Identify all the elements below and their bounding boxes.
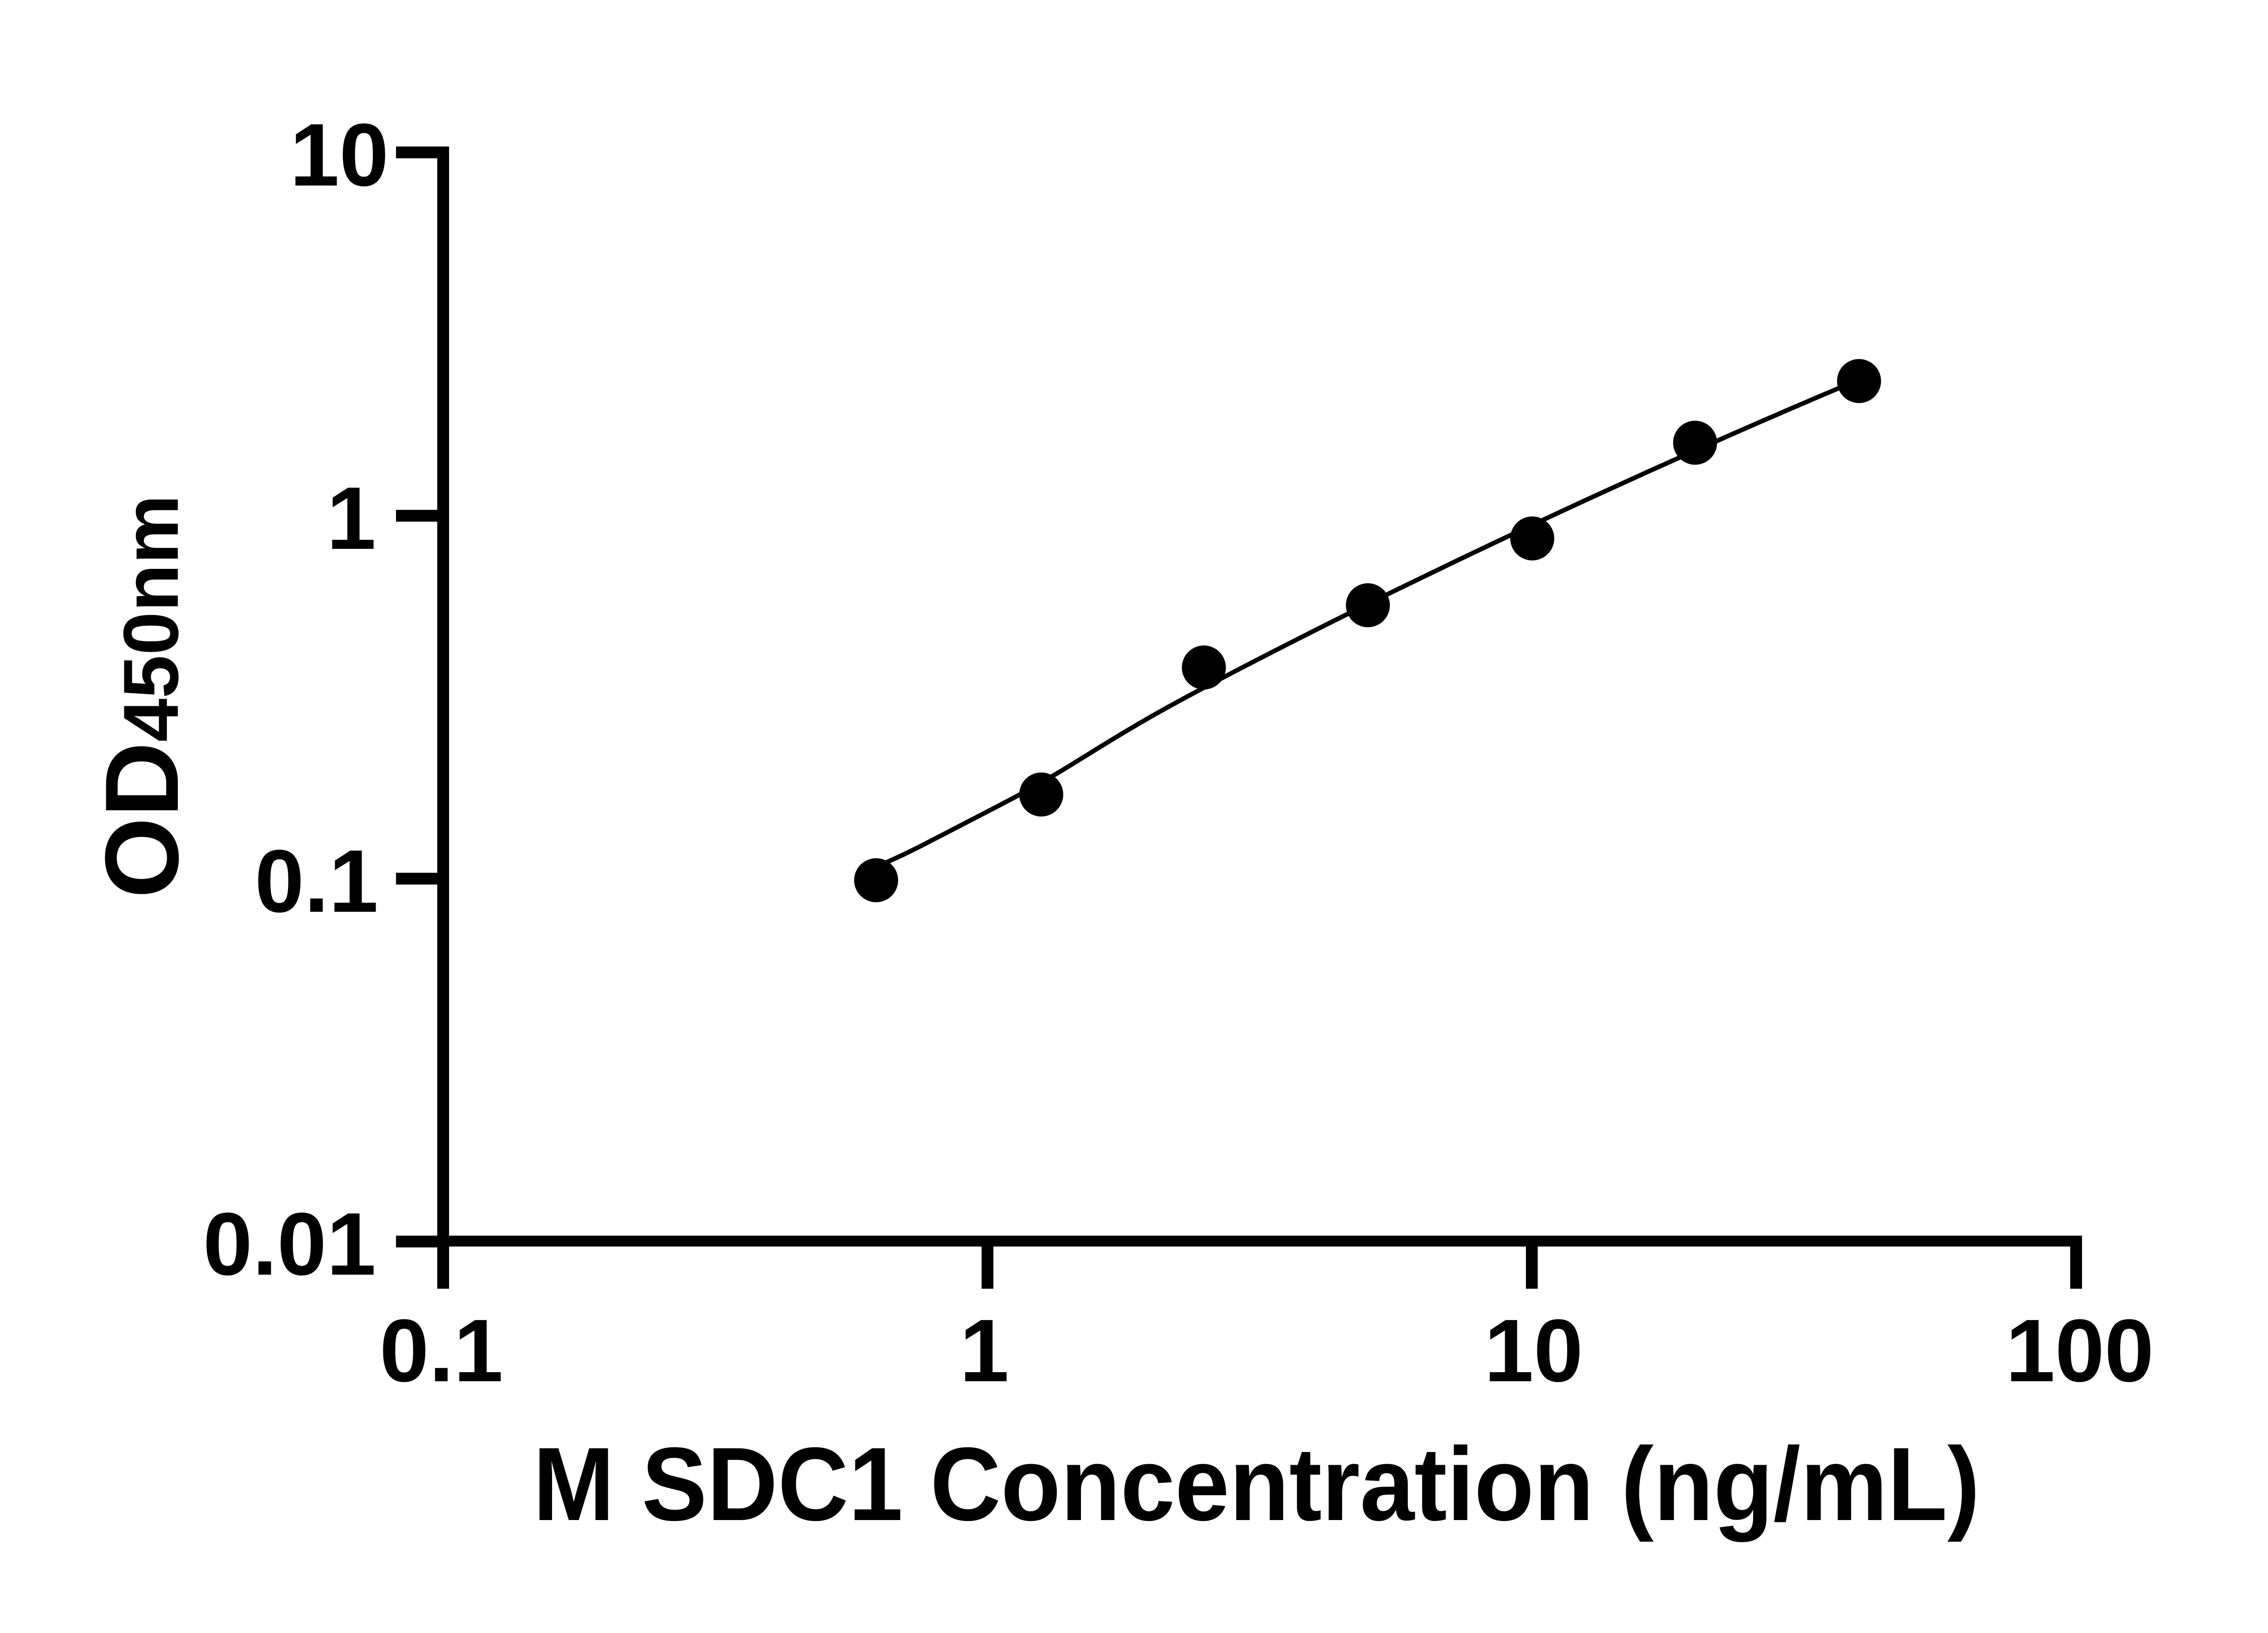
svg-text:1: 1 <box>327 469 376 568</box>
svg-text:10: 10 <box>1484 1301 1583 1400</box>
svg-text:100: 100 <box>2005 1301 2154 1400</box>
svg-text:0.01: 0.01 <box>203 1194 376 1294</box>
svg-text:1: 1 <box>959 1301 1009 1400</box>
svg-text:0.1: 0.1 <box>255 831 378 931</box>
svg-text:M SDC1 Concentration (ng/mL): M SDC1 Concentration (ng/mL) <box>533 1426 1980 1542</box>
svg-text:0.1: 0.1 <box>380 1301 503 1400</box>
svg-text:10: 10 <box>290 105 389 205</box>
